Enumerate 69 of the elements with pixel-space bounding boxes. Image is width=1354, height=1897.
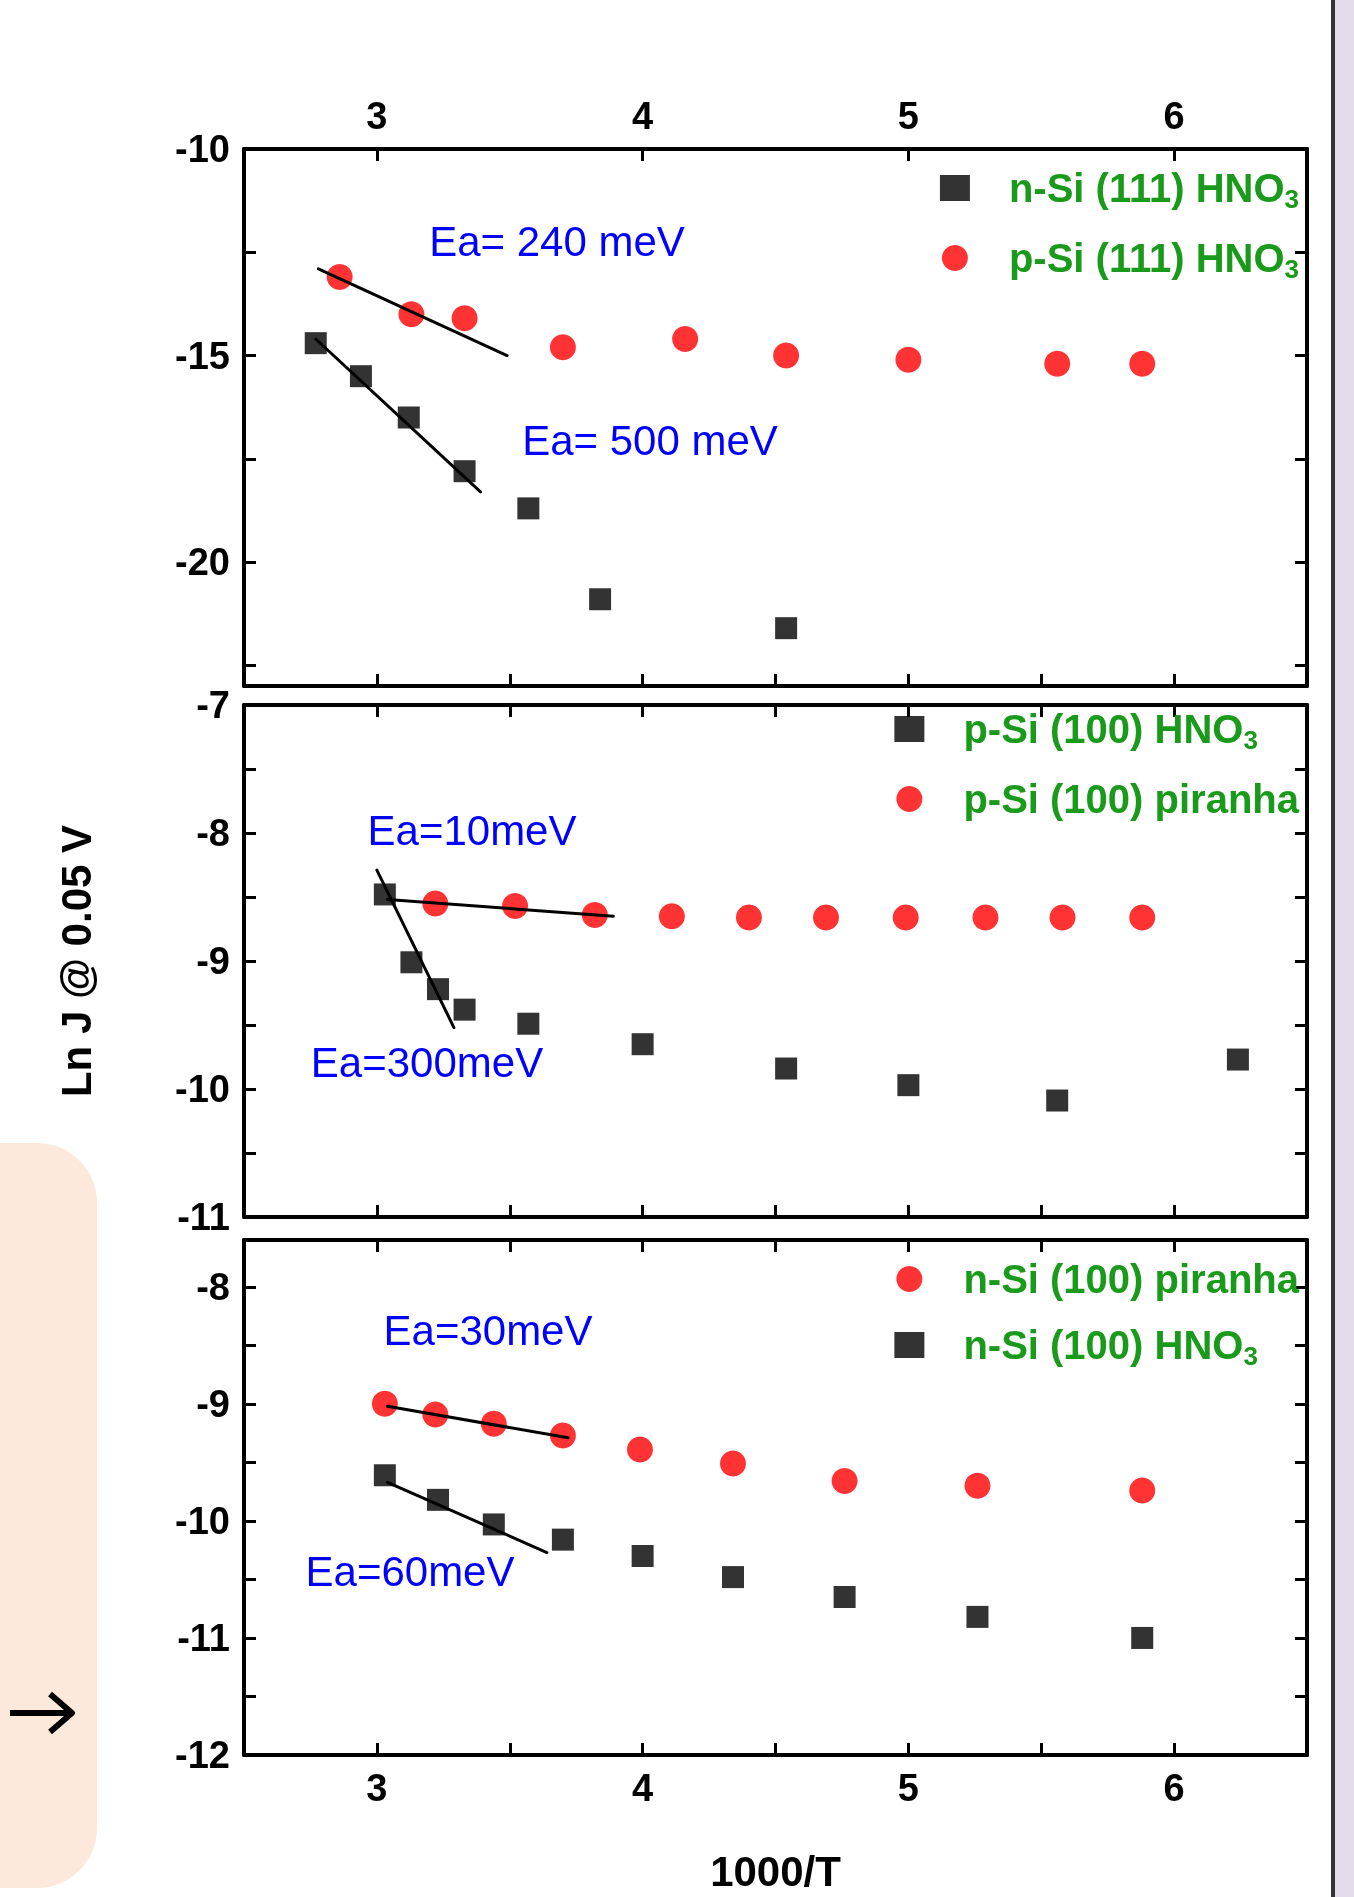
- point: [1044, 350, 1071, 377]
- point: [1046, 1089, 1069, 1112]
- point: [1226, 1048, 1249, 1071]
- point: [453, 998, 476, 1021]
- point: [400, 951, 423, 974]
- point: [775, 1057, 798, 1080]
- y-tick-label: -15: [175, 334, 230, 377]
- legend-label: p-Si (100) piranha: [963, 777, 1300, 821]
- point: [451, 305, 478, 332]
- point: [1131, 1626, 1154, 1649]
- point: [371, 1390, 398, 1417]
- x-tick-label: 3: [366, 1767, 388, 1809]
- point: [735, 904, 762, 931]
- point: [517, 497, 540, 520]
- point: [897, 1074, 920, 1097]
- y-tick-label: -20: [175, 541, 230, 584]
- annotation: Ea=300meV: [310, 1038, 544, 1086]
- point: [895, 346, 922, 373]
- y-tick-label: -7: [196, 684, 230, 726]
- y-tick-label: -10: [175, 128, 230, 170]
- point: [720, 1450, 746, 1477]
- point: [1129, 350, 1156, 377]
- point: [658, 903, 685, 930]
- point: [549, 334, 576, 361]
- point: [773, 342, 800, 369]
- annotation: Ea=30meV: [383, 1306, 593, 1354]
- x-tick-label: 6: [1163, 1767, 1185, 1809]
- point: [631, 1033, 654, 1056]
- point: [892, 904, 919, 931]
- x2-tick-label: 3: [366, 95, 388, 137]
- y-tick-label: -9: [196, 1382, 230, 1425]
- point: [721, 1566, 744, 1589]
- annotation: Ea= 500 meV: [522, 416, 778, 464]
- point: [631, 1545, 654, 1568]
- point: [972, 904, 999, 931]
- x-axis-title: 1000/T: [710, 1847, 842, 1895]
- y-tick-label: -11: [177, 1196, 230, 1238]
- point: [551, 1528, 574, 1551]
- point: [1129, 904, 1156, 931]
- x-tick-label: 5: [897, 1767, 919, 1809]
- point: [626, 1436, 653, 1463]
- x-tick-label: 4: [632, 1767, 654, 1809]
- point: [775, 617, 798, 640]
- point: [1049, 904, 1076, 931]
- legend-label: n-Si (100) piranha: [963, 1257, 1300, 1301]
- annotation: Ea=10meV: [367, 806, 577, 854]
- annotation: Ea=60meV: [305, 1547, 515, 1595]
- y-tick-label: -10: [175, 1499, 230, 1542]
- point: [813, 904, 839, 931]
- x2-tick-label: 6: [1163, 95, 1185, 137]
- point: [966, 1605, 989, 1628]
- point: [672, 326, 699, 353]
- point: [589, 588, 612, 611]
- y-tick-label: -8: [196, 1265, 230, 1308]
- point: [964, 1472, 991, 1499]
- point: [831, 1468, 858, 1495]
- annotation: Ea= 240 meV: [429, 217, 685, 265]
- y-tick-label: -9: [196, 940, 230, 982]
- y-axis-title: Ln J @ 0.05 V: [52, 824, 100, 1098]
- point: [833, 1585, 856, 1608]
- point: [517, 1012, 540, 1035]
- x2-tick-label: 4: [632, 95, 654, 137]
- x2-tick-label: 5: [897, 95, 919, 137]
- point: [373, 1464, 396, 1487]
- point: [1129, 1477, 1156, 1504]
- y-tick-label: -8: [196, 812, 230, 854]
- y-tick-label: -10: [175, 1068, 230, 1110]
- y-tick-label: -11: [177, 1616, 230, 1659]
- y-tick-label: -12: [175, 1734, 230, 1776]
